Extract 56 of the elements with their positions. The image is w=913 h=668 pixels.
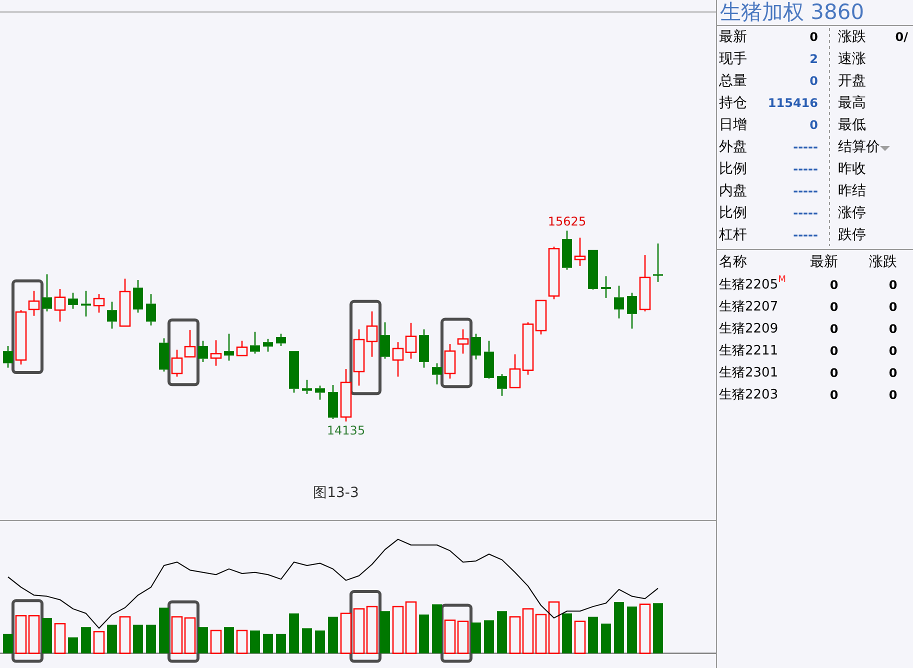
text: 涨跌 xyxy=(838,29,866,45)
text: 结算价 xyxy=(838,139,880,155)
text: 115416 xyxy=(768,96,818,110)
text: 名称 xyxy=(719,254,747,270)
text: 生猪2203 xyxy=(719,388,778,402)
text: 最高 xyxy=(838,95,866,111)
text: 涨跌 xyxy=(869,254,897,270)
text: 最低 xyxy=(838,117,866,133)
text: 生猪2205$^{M}$ xyxy=(719,275,786,292)
text: 持仓 xyxy=(719,95,747,111)
text: 0 xyxy=(830,300,838,314)
text: 比例 xyxy=(719,205,747,221)
text: ----- xyxy=(793,228,818,242)
text: 最新 xyxy=(719,29,747,45)
text: 最新 xyxy=(810,254,838,270)
text: 开盘 xyxy=(838,73,866,89)
text: 涨停 xyxy=(838,205,866,221)
text: 昨结 xyxy=(838,183,866,199)
text: 0 xyxy=(830,366,838,380)
text: 生猪2301 xyxy=(719,366,778,380)
text: 0 xyxy=(830,388,838,402)
text: ----- xyxy=(793,206,818,220)
text: 0 xyxy=(888,388,898,402)
text: 比例 xyxy=(719,161,747,177)
text: 生猪2209 xyxy=(719,322,778,336)
caption: 图13-3 xyxy=(313,485,359,501)
text: 外盘 xyxy=(719,139,747,155)
text: 杠杆 xyxy=(718,227,747,243)
text: ----- xyxy=(793,184,818,198)
annotation: 14135 xyxy=(326,424,366,438)
text: 日增 xyxy=(719,117,747,133)
text: 生猪2211 xyxy=(719,344,778,358)
text: 内盘 xyxy=(719,183,747,199)
text: 0 xyxy=(888,366,898,380)
text: 0 xyxy=(888,278,898,292)
text: 0 xyxy=(810,74,818,88)
text: 0 xyxy=(810,30,818,44)
text: 现手 xyxy=(719,51,747,67)
text: 跌停 xyxy=(838,227,866,243)
text: 总量 xyxy=(718,73,747,89)
annotation: 15625 xyxy=(548,214,586,229)
text: 0 xyxy=(830,322,838,336)
text: 速涨 xyxy=(838,51,866,67)
text: ----- xyxy=(793,162,818,176)
text: 2 xyxy=(810,52,818,66)
text: 0 xyxy=(888,300,898,314)
text: 0 xyxy=(830,344,838,358)
text: 0 xyxy=(888,344,898,358)
text: 生猪2207 xyxy=(719,300,778,314)
text: 0 xyxy=(830,278,838,292)
text: ----- xyxy=(793,140,818,154)
text: 昨收 xyxy=(838,161,866,177)
text: 0/ xyxy=(895,30,909,44)
text: 生猪加权 3860 xyxy=(720,0,864,24)
text: 0 xyxy=(810,118,818,132)
text: 0 xyxy=(888,322,898,336)
